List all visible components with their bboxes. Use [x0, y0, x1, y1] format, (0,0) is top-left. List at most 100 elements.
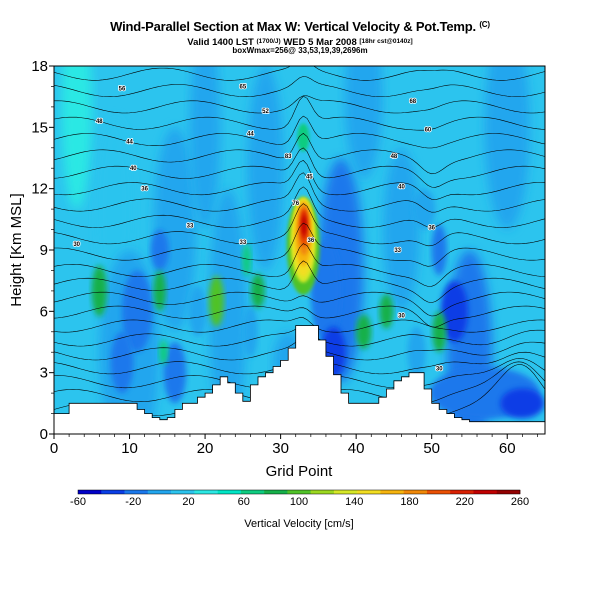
- x-tick-label: 50: [423, 440, 440, 457]
- contour-label: 30: [436, 367, 443, 373]
- isentrope-line: [54, 186, 545, 228]
- contour-label: 36: [307, 238, 314, 244]
- field-region: [484, 66, 530, 230]
- y-tick-label: 0: [40, 426, 48, 443]
- colorbar-swatch: [426, 490, 451, 494]
- field-region: [440, 280, 468, 342]
- field-region: [121, 270, 153, 353]
- field-region: [189, 66, 221, 230]
- colorbar-swatch: [310, 490, 335, 494]
- contour-label: 33: [240, 240, 247, 246]
- colorbar-swatch: [240, 490, 265, 494]
- y-axis-label: Height [Km MSL]: [8, 193, 25, 306]
- x-tick-label: 10: [121, 440, 138, 457]
- colorbar-swatch: [496, 490, 521, 494]
- isentrope-line: [54, 115, 545, 149]
- contour-label: 45: [306, 174, 313, 180]
- isentrope-line: [54, 133, 545, 175]
- colorbar-swatch: [171, 490, 195, 494]
- field-region: [242, 243, 252, 277]
- terrain: [53, 325, 546, 435]
- x-axis-label: Grid Point: [266, 463, 334, 480]
- colorbar-swatch: [357, 490, 381, 494]
- colorbar-swatch: [194, 490, 218, 494]
- x-tick-label: 30: [272, 440, 289, 457]
- field-region: [208, 188, 247, 434]
- contour-label: 68: [409, 99, 416, 105]
- contour-label: 60: [425, 127, 432, 133]
- isentrope-line: [54, 19, 545, 32]
- y-tick-label: 18: [31, 58, 48, 75]
- contour-label: 33: [187, 223, 194, 229]
- field-region: [344, 66, 383, 179]
- field-region: [251, 273, 265, 309]
- field-region: [356, 314, 372, 350]
- colorbar-swatch: [78, 490, 102, 494]
- contour-labels: 56 65 68 48 52 60 44 44 83 48 40 45 36 40 76 33 36 30 33 33…: [73, 84, 445, 374]
- x-tick-label: 60: [499, 440, 516, 457]
- colorbar-swatch: [264, 490, 288, 494]
- colorbar-swatch: [147, 490, 172, 494]
- isentrope-line: [54, 46, 545, 64]
- contour-label: 44: [247, 131, 254, 137]
- contour-label: 56: [119, 86, 126, 92]
- chart-title: Wind-Parallel Section at Max W: Vertical…: [110, 19, 490, 34]
- isentrope-line: [54, 95, 545, 114]
- y-tick-label: 12: [31, 181, 48, 198]
- terrain-profile: [53, 325, 546, 435]
- contour-label: 33: [394, 248, 401, 254]
- field-region: [247, 66, 284, 271]
- isentrope-line: [54, 33, 545, 47]
- contour-label: 44: [126, 140, 133, 146]
- contour-label: 40: [398, 185, 405, 191]
- x-tick-label: 40: [348, 440, 365, 457]
- colorbar-tick-label: 100: [290, 496, 308, 508]
- colorbar-swatch: [217, 490, 242, 494]
- isentrope-line: [54, 291, 545, 317]
- isentrope-line: [54, 317, 545, 333]
- contour-label: 36: [141, 187, 148, 193]
- field-region: [110, 331, 134, 394]
- field-region: [153, 270, 166, 312]
- contour-label: 65: [240, 84, 247, 90]
- colorbar-tick-label: 180: [400, 496, 418, 508]
- field-region: [150, 229, 169, 271]
- colorbar-frame: [77, 489, 521, 495]
- contour-label: 52: [262, 109, 269, 115]
- y-tick-label: 6: [40, 303, 48, 320]
- colorbar-swatch: [450, 490, 474, 494]
- field-region: [383, 147, 420, 312]
- colorbar-tick-label: 220: [456, 496, 474, 508]
- y-tick-label: 15: [31, 119, 48, 136]
- contour-label: 36: [428, 226, 435, 232]
- colorbar-swatch: [403, 490, 428, 494]
- isentrope-line: [54, 76, 545, 97]
- contour-label: 48: [391, 154, 398, 160]
- contour-label: 30: [398, 313, 405, 319]
- isentrope-line: [54, 160, 545, 200]
- isentrope-line: [54, 95, 545, 131]
- colorbar-swatch: [473, 490, 498, 494]
- updraft-core: [297, 123, 310, 152]
- y-tick-label: 3: [40, 365, 48, 382]
- contour-label: 83: [285, 154, 292, 160]
- colorbar: -60 -20 20 60 100 140 180 220 260: [70, 489, 529, 508]
- colorbar-label: Vertical Velocity [cm/s]: [244, 518, 353, 530]
- colorbar-swatch: [101, 490, 125, 494]
- colorbar-tick-label: 140: [345, 496, 363, 508]
- isentrope-line: [54, 147, 545, 188]
- field-region: [208, 275, 224, 327]
- isentrope-line: [54, 66, 545, 81]
- colorbar-swatch: [287, 490, 311, 494]
- colorbar-swatch: [124, 490, 149, 494]
- y-tick-label: 9: [40, 242, 48, 259]
- field-region: [163, 342, 187, 404]
- field-region: [61, 66, 92, 209]
- isentrope-line: [54, 260, 545, 303]
- colorbar-tick-label: 20: [182, 496, 194, 508]
- field-region: [379, 293, 394, 329]
- field-region: [407, 326, 426, 378]
- field-region: [431, 224, 447, 276]
